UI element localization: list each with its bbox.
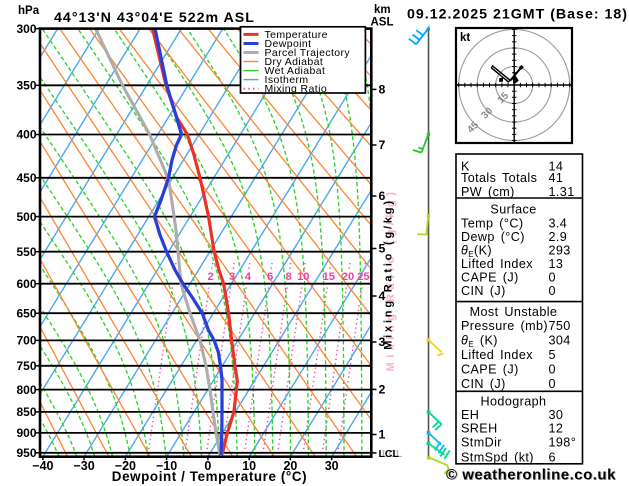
svg-text:0: 0 <box>204 459 211 473</box>
svg-text:450: 450 <box>16 171 36 185</box>
svg-text:0: 0 <box>549 284 556 298</box>
svg-text:Dewpoint / Temperature (°C): Dewpoint / Temperature (°C) <box>112 469 307 484</box>
svg-text:−10: −10 <box>156 459 177 473</box>
svg-text:hPa: hPa <box>18 5 40 17</box>
svg-text:293: 293 <box>549 243 571 257</box>
svg-text:Mixing Ratio: Mixing Ratio <box>265 83 328 95</box>
svg-text:550: 550 <box>16 245 36 259</box>
svg-text:−20: −20 <box>115 459 136 473</box>
svg-text:2.9: 2.9 <box>549 230 568 244</box>
svg-text:600: 600 <box>16 277 36 291</box>
svg-text:PW (cm): PW (cm) <box>461 185 515 199</box>
svg-text:500: 500 <box>16 210 36 224</box>
svg-text:Mixing Ratio (g/kg): Mixing Ratio (g/kg) <box>383 198 395 350</box>
svg-text:09.12.2025 21GMT (Base: 18): 09.12.2025 21GMT (Base: 18) <box>407 7 628 23</box>
svg-text:Dry Adiabat: Dry Adiabat <box>265 56 324 68</box>
svg-text:10: 10 <box>297 271 310 283</box>
svg-text:LCL: LCL <box>379 448 400 460</box>
svg-text:2: 2 <box>379 382 386 396</box>
svg-text:650: 650 <box>16 306 36 320</box>
svg-text:8: 8 <box>379 82 386 96</box>
svg-text:198°: 198° <box>549 436 577 450</box>
svg-text:CIN (J): CIN (J) <box>461 377 506 391</box>
svg-text:20: 20 <box>283 459 297 473</box>
svg-text:StmSpd (kt): StmSpd (kt) <box>461 450 534 464</box>
svg-text:4: 4 <box>379 289 386 303</box>
svg-text:LCL: LCL <box>382 448 403 460</box>
svg-text:0: 0 <box>549 271 556 285</box>
svg-text:km: km <box>374 4 391 16</box>
svg-text:3: 3 <box>229 271 235 283</box>
svg-text:30: 30 <box>325 459 339 473</box>
svg-text:14: 14 <box>549 159 564 173</box>
svg-text:Parcel Trajectory: Parcel Trajectory <box>265 47 351 59</box>
svg-text:2: 2 <box>208 271 214 283</box>
svg-text:EH: EH <box>461 408 479 422</box>
svg-text:6: 6 <box>379 189 386 203</box>
svg-text:950: 950 <box>16 446 36 460</box>
svg-text:6: 6 <box>267 271 273 283</box>
svg-text:20: 20 <box>342 271 355 283</box>
svg-text:44°13'N 43°04'E 522m ASL: 44°13'N 43°04'E 522m ASL <box>54 10 255 26</box>
svg-text:θE(K): θE(K) <box>461 243 492 259</box>
svg-text:Wet Adiabat: Wet Adiabat <box>265 65 326 77</box>
svg-text:Isotherm: Isotherm <box>265 74 309 86</box>
svg-text:15: 15 <box>323 271 336 283</box>
svg-text:0: 0 <box>549 377 556 391</box>
svg-text:700: 700 <box>16 334 36 348</box>
svg-text:Most Unstable: Most Unstable <box>470 305 558 319</box>
svg-text:400: 400 <box>16 128 36 142</box>
svg-text:750: 750 <box>549 319 571 333</box>
svg-text:8: 8 <box>286 271 292 283</box>
svg-text:350: 350 <box>16 79 36 93</box>
svg-text:K: K <box>461 159 470 173</box>
svg-text:0: 0 <box>549 363 556 377</box>
svg-text:750: 750 <box>16 359 36 373</box>
svg-text:CAPE (J): CAPE (J) <box>461 363 519 377</box>
svg-text:1: 1 <box>379 428 386 442</box>
svg-text:30: 30 <box>549 408 564 422</box>
svg-text:−40: −40 <box>32 459 53 473</box>
svg-text:5: 5 <box>549 348 556 362</box>
svg-text:304: 304 <box>549 334 571 348</box>
svg-text:Lifted Index: Lifted Index <box>461 257 533 271</box>
svg-text:θE (K): θE (K) <box>461 334 498 350</box>
svg-text:5: 5 <box>379 242 386 256</box>
svg-text:10: 10 <box>242 459 256 473</box>
svg-text:6: 6 <box>549 450 556 464</box>
svg-text:Hodograph: Hodograph <box>481 395 547 409</box>
svg-text:Surface: Surface <box>490 202 536 216</box>
svg-text:CIN (J): CIN (J) <box>461 284 506 298</box>
svg-text:Pressure (mb): Pressure (mb) <box>461 319 548 333</box>
svg-text:ASL: ASL <box>371 17 394 29</box>
svg-text:800: 800 <box>16 383 36 397</box>
svg-text:Temp (°C): Temp (°C) <box>461 216 523 230</box>
svg-text:−30: −30 <box>73 459 94 473</box>
svg-text:1.31: 1.31 <box>549 185 575 199</box>
svg-text:900: 900 <box>16 426 36 440</box>
svg-text:Lifted Index: Lifted Index <box>461 348 533 362</box>
svg-text:© weatheronline.co.uk: © weatheronline.co.uk <box>447 467 617 484</box>
svg-text:12: 12 <box>549 422 564 436</box>
svg-text:13: 13 <box>549 257 564 271</box>
svg-text:300: 300 <box>16 22 36 36</box>
svg-text:41: 41 <box>549 171 564 185</box>
svg-text:kt: kt <box>460 32 470 44</box>
svg-text:CAPE (J): CAPE (J) <box>461 271 519 285</box>
svg-text:Totals Totals: Totals Totals <box>461 171 537 185</box>
svg-text:© weatheronline.co.uk: © weatheronline.co.uk <box>446 467 616 484</box>
svg-text:7: 7 <box>379 138 386 152</box>
svg-text:StmDir: StmDir <box>461 436 502 450</box>
svg-text:3: 3 <box>379 335 386 349</box>
svg-text:Mixing Ratio (g/kg): Mixing Ratio (g/kg) <box>385 188 397 372</box>
svg-text:3.4: 3.4 <box>549 216 568 230</box>
svg-text:Temperature: Temperature <box>265 29 328 41</box>
svg-text:SREH: SREH <box>461 422 498 436</box>
svg-text:Dewpoint: Dewpoint <box>265 38 312 50</box>
svg-text:Dewp (°C): Dewp (°C) <box>461 230 525 244</box>
svg-text:4: 4 <box>245 271 252 283</box>
svg-text:850: 850 <box>16 405 36 419</box>
svg-text:25: 25 <box>357 271 370 283</box>
